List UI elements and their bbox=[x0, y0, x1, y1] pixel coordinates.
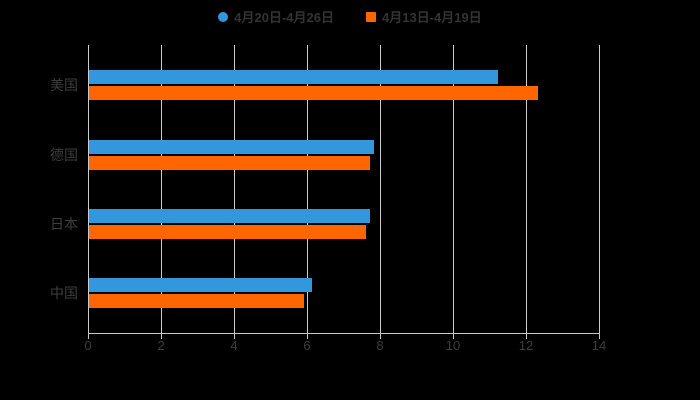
gridline-x-10 bbox=[453, 45, 454, 333]
bar-美国-series-1 bbox=[89, 86, 538, 100]
x-tick-label-14: 14 bbox=[591, 338, 607, 353]
category-label-中国: 中国 bbox=[50, 285, 78, 301]
gridline-x-14 bbox=[599, 45, 600, 333]
x-tick-12 bbox=[526, 334, 527, 339]
x-tick-label-2: 2 bbox=[157, 338, 165, 353]
x-tick-2 bbox=[161, 334, 162, 339]
legend-label: 4月20日-4月26日 bbox=[234, 10, 334, 25]
x-tick-14 bbox=[599, 334, 600, 339]
bar-日本-series-1 bbox=[89, 225, 366, 239]
x-tick-label-0: 0 bbox=[84, 338, 92, 353]
gridline-x-4 bbox=[234, 45, 235, 333]
x-tick-10 bbox=[453, 334, 454, 339]
chart-legend: 4月20日-4月26日 4月13日-4月19日 bbox=[0, 7, 700, 26]
bar-中国-series-0 bbox=[89, 278, 312, 292]
legend-label: 4月13日-4月19日 bbox=[382, 10, 482, 25]
bar-中国-series-1 bbox=[89, 294, 304, 308]
x-axis-line bbox=[88, 333, 600, 334]
gridline-x-6 bbox=[307, 45, 308, 333]
x-tick-label-6: 6 bbox=[303, 338, 311, 353]
gridline-x-2 bbox=[161, 45, 162, 333]
gridline-x-12 bbox=[526, 45, 527, 333]
gridline-x-0 bbox=[88, 45, 89, 333]
x-tick-8 bbox=[380, 334, 381, 339]
x-tick-4 bbox=[234, 334, 235, 339]
category-label-德国: 德国 bbox=[50, 147, 78, 163]
bar-德国-series-0 bbox=[89, 140, 374, 154]
category-label-美国: 美国 bbox=[50, 77, 78, 93]
x-tick-label-10: 10 bbox=[445, 338, 461, 353]
gridline-x-8 bbox=[380, 45, 381, 333]
plot-area bbox=[88, 45, 600, 333]
x-tick-label-4: 4 bbox=[230, 338, 238, 353]
legend-square-icon bbox=[366, 11, 376, 22]
x-tick-label-8: 8 bbox=[376, 338, 384, 353]
x-tick-6 bbox=[307, 334, 308, 339]
bar-德国-series-1 bbox=[89, 156, 370, 170]
bar-日本-series-0 bbox=[89, 209, 370, 223]
legend-circle-icon bbox=[218, 11, 229, 22]
x-tick-0 bbox=[88, 334, 89, 339]
category-label-日本: 日本 bbox=[50, 216, 78, 232]
x-tick-label-12: 12 bbox=[518, 338, 534, 353]
legend-item-series-1[interactable]: 4月13日-4月19日 bbox=[366, 7, 482, 26]
bar-美国-series-0 bbox=[89, 70, 498, 84]
legend-item-series-0[interactable]: 4月20日-4月26日 bbox=[218, 7, 334, 26]
